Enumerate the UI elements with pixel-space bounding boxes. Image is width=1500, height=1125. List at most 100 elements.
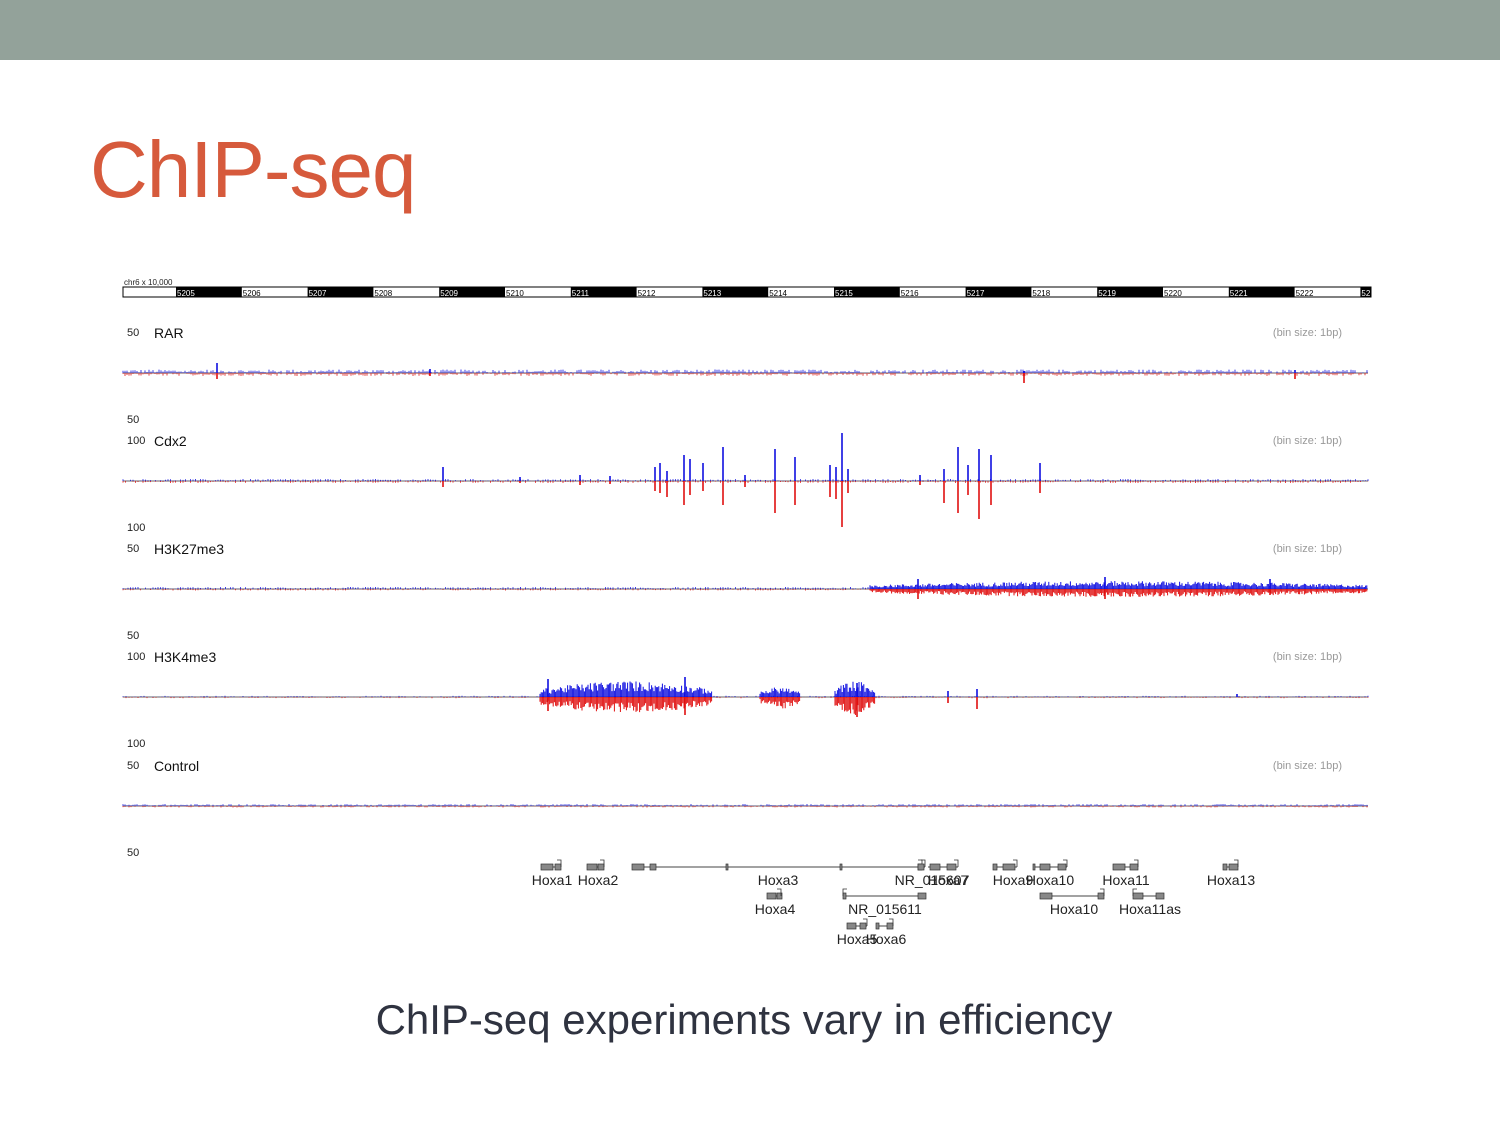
gene-hoxa13-tss-arrow xyxy=(1234,859,1239,867)
track-rar-scale-top: 50 xyxy=(127,327,139,339)
gene-hoxa11-label: Hoxa11 xyxy=(1102,872,1149,888)
ruler-tick-label: 5219 xyxy=(1098,289,1116,298)
ruler-tick-label: 5205 xyxy=(177,289,195,298)
track-h3k27me3-name: H3K27me3 xyxy=(154,541,224,557)
gene-hoxa2-exon xyxy=(597,863,605,871)
gene-hoxa10-tss-arrow xyxy=(1063,859,1068,867)
ruler-tick-label: 5221 xyxy=(1230,289,1248,298)
ruler-tick-label: 5211 xyxy=(572,289,590,298)
gene-hoxa6-exon xyxy=(886,922,894,930)
chromosome-label: chr6 x 10,000 xyxy=(124,278,173,287)
gene-hoxa10-exon xyxy=(1057,863,1067,871)
gene-hoxa9-exon xyxy=(992,863,998,871)
ruler-block xyxy=(702,287,769,297)
track-h3k27me3-forward xyxy=(122,587,869,589)
track-rar-forward xyxy=(122,369,1368,373)
gene-hoxa3-exon xyxy=(649,863,657,871)
ruler-tick-label: 5208 xyxy=(374,289,392,298)
gene-hoxa3-label: Hoxa3 xyxy=(758,872,799,888)
ruler-tick-label: 5217 xyxy=(967,289,985,298)
track-cdx2-scale-bottom: 100 xyxy=(127,522,145,534)
gene-hoxa9-tss-arrow xyxy=(1013,859,1018,867)
gene-hoxa3-exon xyxy=(725,863,729,871)
gene-hoxa11as-tss-arrow xyxy=(1132,888,1137,896)
gene-hoxa10-exon xyxy=(1032,863,1036,871)
gene-hoxa9-label: Hoxa9 xyxy=(993,872,1034,888)
gene-hoxa13-exon xyxy=(1228,863,1239,871)
track-h3k27me3-bin-size: (bin size: 1bp) xyxy=(1273,543,1342,555)
gene-hoxa7-exon xyxy=(946,863,957,871)
track-h3k27me3-reverse-broad xyxy=(869,589,1368,597)
ruler-block xyxy=(176,287,242,297)
top-band xyxy=(0,0,1500,60)
gene-hoxa5-label: Hoxa5 xyxy=(837,931,878,947)
gene-hoxa11as-exon xyxy=(1155,892,1165,900)
ruler-tick-label: 5206 xyxy=(243,289,261,298)
ruler-tick-label: 5218 xyxy=(1032,289,1050,298)
ruler-block xyxy=(439,287,505,297)
track-cdx2-reverse xyxy=(122,481,1369,483)
ruler-tick-label: 5207 xyxy=(309,289,327,298)
track-h3k4me3-reverse xyxy=(122,697,1369,699)
track-rar-bin-size: (bin size: 1bp) xyxy=(1273,327,1342,339)
gene-hoxa10-label: Hoxa10 xyxy=(1026,872,1074,888)
gene-hoxa2-exon xyxy=(586,863,598,871)
ruler-tick-label: 5212 xyxy=(638,289,656,298)
track-h3k4me3-name: H3K4me3 xyxy=(154,649,216,665)
slide-title: ChIP-seq xyxy=(90,125,416,214)
track-h3k27me3-scale-top: 50 xyxy=(127,543,139,555)
gene-hoxa10-exon xyxy=(1097,892,1105,900)
gene-nr-015611-tss-arrow xyxy=(842,888,847,896)
track-control-bin-size: (bin size: 1bp) xyxy=(1273,760,1342,772)
track-cdx2-bin-size: (bin size: 1bp) xyxy=(1273,435,1342,447)
gene-hoxa4-tss-arrow xyxy=(777,888,782,896)
gene-hoxa4-label: Hoxa4 xyxy=(755,901,796,917)
gene-nr-015611-exon xyxy=(917,892,927,900)
ruler-tick-label: 5213 xyxy=(703,289,721,298)
ruler-tick-label: 5220 xyxy=(1164,289,1182,298)
gene-hoxa3-exon xyxy=(631,863,645,871)
gene-hoxa4-exon xyxy=(776,892,783,900)
track-control-reverse xyxy=(122,806,1368,808)
ruler-tick-label: 5216 xyxy=(901,289,919,298)
track-h3k27me3-scale-bottom: 50 xyxy=(127,630,139,642)
genome-browser-figure: chr6 x 10,000 5205 5206 5207 5208 5209 5210 521… xyxy=(0,270,1500,975)
gene-hoxa11-exon xyxy=(1129,863,1139,871)
gene-hoxa7-exon xyxy=(929,863,941,871)
gene-nr-015607-label: NR_015607 xyxy=(895,872,970,888)
gene-hoxa5-exon xyxy=(859,922,867,930)
track-control-scale-bottom: 50 xyxy=(127,847,139,859)
gene-hoxa1-tss-arrow xyxy=(557,859,562,867)
track-h3k4me3-reverse-broad xyxy=(539,697,876,715)
gene-nr-015611-label: NR_015611 xyxy=(848,901,922,917)
gene-hoxa11as-label: Hoxa11as xyxy=(1119,901,1181,917)
ruler-block xyxy=(570,287,637,297)
track-h3k4me3-scale-top: 100 xyxy=(127,651,145,663)
ruler-start xyxy=(123,287,176,297)
gene-hoxa4-exon xyxy=(766,892,777,900)
track-h3k4me3-forward xyxy=(122,695,1369,697)
gene-hoxa5-exon xyxy=(846,922,857,930)
ruler-tick-label: 5222 xyxy=(1296,289,1314,298)
ruler-tick-label: 52 xyxy=(1361,289,1370,298)
ruler-tick-label: 5209 xyxy=(440,289,458,298)
track-h3k4me3-bin-size: (bin size: 1bp) xyxy=(1273,651,1342,663)
ruler-block xyxy=(834,287,900,297)
ruler-border xyxy=(122,286,1372,298)
gene-hoxa10-tss-arrow xyxy=(1100,888,1105,896)
gene-hoxa6-exon xyxy=(875,922,880,930)
track-h3k27me3-forward-broad xyxy=(869,581,1368,589)
track-h3k27me3-reverse xyxy=(122,589,869,591)
gene-hoxa11as-exon xyxy=(1132,892,1144,900)
gene-hoxa13-exon xyxy=(1222,863,1228,871)
gene-hoxa1-label: Hoxa1 xyxy=(532,872,573,888)
slide-caption: ChIP-seq experiments vary in efficiency xyxy=(375,996,1113,1043)
gene-hoxa2-tss-arrow xyxy=(600,859,605,867)
gene-hoxa7-tss-arrow xyxy=(954,859,959,867)
track-cdx2-forward xyxy=(122,479,1369,481)
ruler-block xyxy=(1228,287,1295,297)
gene-hoxa1-exon xyxy=(540,863,554,871)
track-rar-reverse xyxy=(122,373,1368,376)
track-control-scale-top: 50 xyxy=(127,760,139,772)
